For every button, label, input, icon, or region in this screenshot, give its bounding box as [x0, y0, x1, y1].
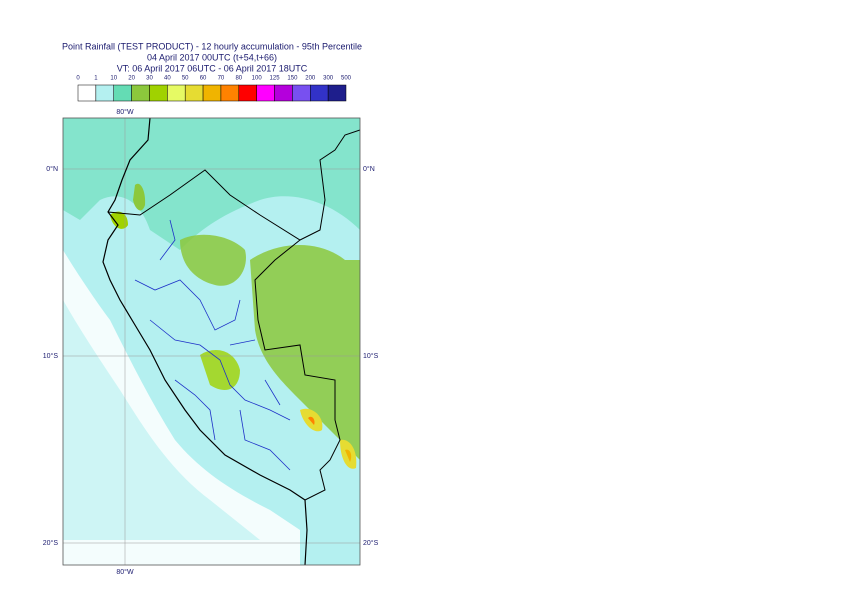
legend-label: 1 [94, 76, 98, 82]
legend-swatch [131, 84, 150, 102]
lat-label: 20°S [363, 539, 379, 547]
lat-label: 0°N [363, 165, 375, 173]
legend-label: 10 [110, 76, 117, 82]
legend-label: 0 [76, 76, 80, 82]
lat-label: 10°S [363, 352, 379, 360]
legend-label: 40 [164, 76, 171, 82]
legend-swatch [77, 84, 97, 102]
legend-swatch [113, 84, 132, 102]
legend-label: 70 [218, 76, 225, 82]
legend-swatch [327, 84, 347, 102]
legend-label: 50 [182, 76, 189, 82]
legend-label: 100 [252, 76, 263, 82]
legend-swatch [95, 84, 114, 102]
legend-swatch [220, 84, 240, 102]
legend-swatch [274, 84, 293, 102]
subtitle: 04 April 2017 00UTC (t+54,t+66) [147, 52, 277, 62]
legend-swatch [256, 84, 275, 102]
legend-label: 150 [287, 76, 298, 82]
legend-label: 500 [341, 76, 352, 82]
legend-label: 60 [200, 76, 207, 82]
legend-swatch [238, 84, 257, 102]
legend-label: 125 [270, 76, 281, 82]
legend-swatch [292, 84, 311, 102]
legend-swatch [184, 84, 204, 102]
legend-label: 300 [323, 76, 334, 82]
legend-label: 30 [146, 76, 153, 82]
legend-swatch [167, 84, 186, 102]
subtitle: VT: 06 April 2017 06UTC - 06 April 2017 … [117, 63, 308, 73]
legend: 0 1 10 20 30 40 50 60 70 80 100 125 150 200 300 500 [76, 76, 352, 102]
lat-label: 10°S [43, 352, 59, 360]
map [63, 118, 360, 565]
lat-label: 20°S [43, 539, 59, 547]
legend-label: 80 [235, 76, 242, 82]
map-frame [62, 117, 361, 566]
legend-swatch [202, 84, 222, 102]
lon-label: 80°W [116, 568, 134, 576]
legend-label: 200 [305, 76, 316, 82]
lat-label: 0°N [46, 165, 58, 173]
legend-label: 20 [128, 76, 135, 82]
legend-swatch [310, 84, 329, 102]
legend-swatch [149, 84, 168, 102]
title: Point Rainfall (TEST PRODUCT) - 12 hourl… [62, 41, 362, 51]
lon-label: 80°W [116, 108, 134, 116]
